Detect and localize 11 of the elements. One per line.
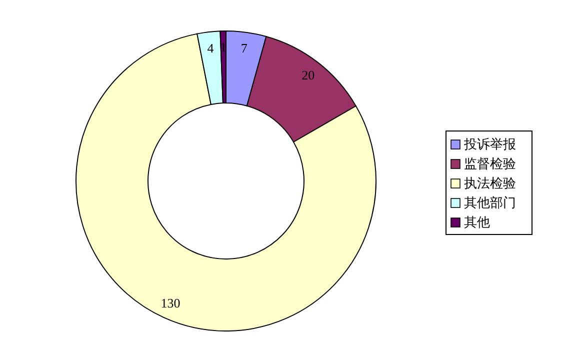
legend-label: 监督检验 <box>464 157 516 172</box>
legend-label: 执法检验 <box>464 176 516 192</box>
data-label: 1 <box>220 40 227 55</box>
donut-slice <box>76 33 376 332</box>
data-label: 7 <box>240 40 248 56</box>
data-label: 130 <box>160 295 180 310</box>
legend-label: 投诉举报 <box>463 138 516 152</box>
data-label: 20 <box>302 68 315 83</box>
legend-label: 其他 <box>464 216 490 230</box>
data-label: 4 <box>207 40 214 56</box>
legend-label: 其他部门 <box>464 195 516 211</box>
